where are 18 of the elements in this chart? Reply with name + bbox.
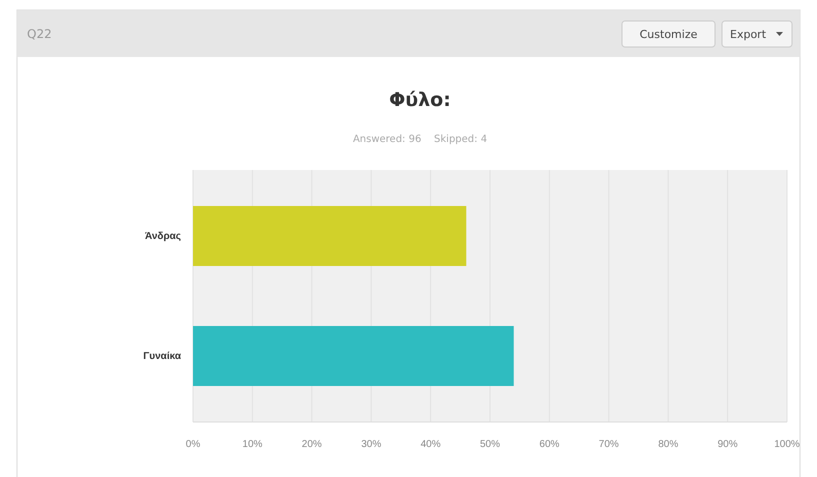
chart-subtitle: Answered: 96 Skipped: 4 [352,134,488,145]
y-tick-label: Άνδρας [144,231,181,242]
x-tick-label: 20% [302,439,322,450]
y-tick-label: Γυναίκα [143,351,182,362]
x-tick-label: 10% [242,439,263,450]
button[interactable]: Customize [622,20,716,48]
x-tick-label: 80% [658,439,678,450]
x-tick-label: 40% [420,439,441,450]
x-tick-label: 50% [480,439,500,450]
x-tick-label: 100% [774,439,800,450]
x-tick-label: 0% [186,439,200,450]
chart-title: Φύλο: [389,89,451,111]
button[interactable]: Export [722,20,792,48]
x-tick-label: 60% [539,439,560,450]
text: Q22 [27,27,52,41]
x-tick-label: 30% [361,439,382,450]
x-tick-label: 90% [718,439,738,450]
x-tick-label: 70% [598,439,619,450]
